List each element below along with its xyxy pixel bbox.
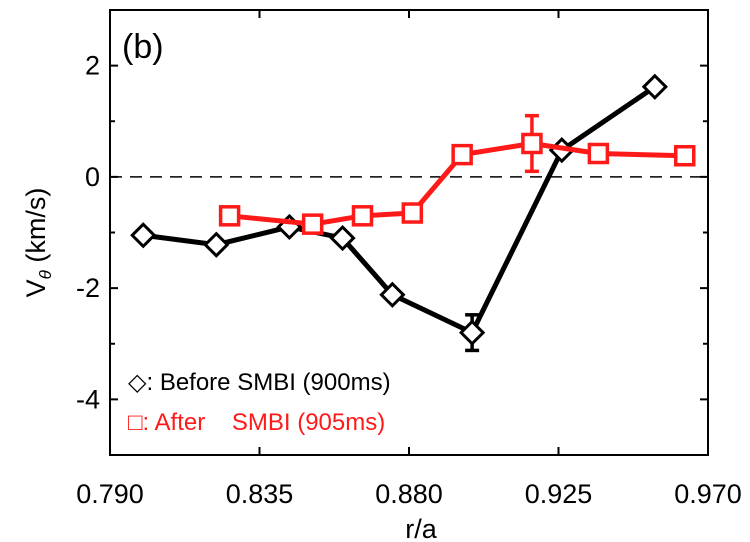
y-axis-label: Vθ (km/s) (21, 188, 55, 298)
x-axis-label: r/a (405, 514, 437, 542)
data-point-diamond (130, 222, 157, 249)
legend-label: Before SMBI (900ms) (160, 369, 391, 396)
x-tick-label: 0.790 (76, 479, 144, 509)
data-point-diamond (641, 73, 668, 100)
data-point-square (521, 132, 543, 155)
legend-separator: : (143, 409, 155, 436)
data-point-square (301, 213, 324, 235)
legend-entry-after: □: After SMBI (905ms) (128, 409, 385, 436)
y-axis-label-unit: (km/s) (21, 188, 51, 270)
data-point-square (218, 205, 241, 227)
y-tick-label: 2 (85, 51, 100, 81)
legend-separator: : (146, 369, 159, 396)
y-axis-label-main: V (21, 279, 51, 297)
data-point-diamond (379, 281, 406, 308)
data-point-square (673, 144, 696, 167)
data-point-square (401, 202, 424, 224)
x-tick-label: 0.880 (375, 479, 443, 509)
y-tick-label: -2 (76, 273, 100, 303)
series-line (142, 84, 657, 336)
x-tick-label: 0.835 (226, 479, 294, 509)
data-point-square (451, 143, 473, 166)
y-axis-label-subscript: θ (36, 269, 55, 279)
legend-entry-before: ◇: Before SMBI (900ms) (128, 369, 391, 396)
data-point-square (587, 142, 610, 165)
panel-label: (b) (122, 28, 164, 66)
data-point-diamond (459, 319, 486, 346)
series-after (218, 113, 696, 235)
y-tick-label: 0 (85, 162, 100, 192)
plot-frame (109, 9, 709, 456)
legend: ◇: Before SMBI (900ms) □: After SMBI (905… (128, 369, 391, 436)
x-tick-label: 0.970 (674, 479, 742, 509)
legend-symbol: ◇ (128, 369, 147, 396)
x-tick-label: 0.925 (525, 479, 593, 509)
legend-label: After SMBI (905ms) (155, 409, 386, 436)
data-point-square (351, 205, 374, 227)
y-tick-label: -4 (76, 384, 100, 414)
data-point-diamond (203, 231, 230, 258)
data-point-diamond (329, 224, 356, 252)
legend-symbol: □ (128, 409, 143, 436)
